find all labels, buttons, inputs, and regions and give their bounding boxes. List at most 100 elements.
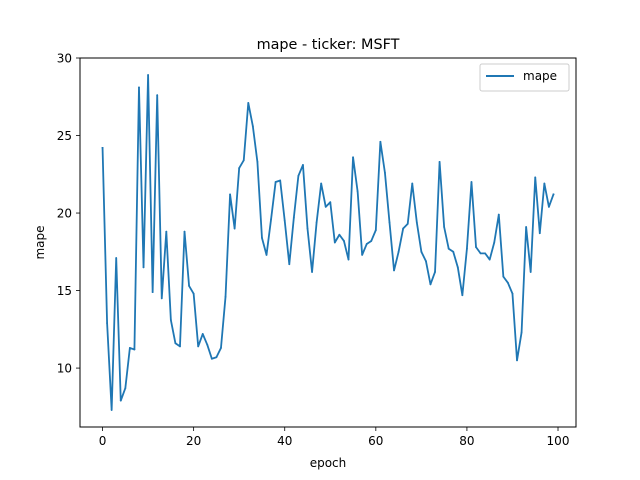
plot-area: 0 20 40 60 80 100 10 15 20 25 30 bbox=[57, 52, 577, 448]
data-point bbox=[493, 241, 496, 244]
data-point bbox=[538, 232, 541, 235]
data-point bbox=[502, 275, 505, 278]
data-point bbox=[315, 221, 318, 224]
data-point bbox=[420, 250, 423, 253]
data-point bbox=[288, 263, 291, 266]
data-point bbox=[507, 281, 509, 284]
data-point bbox=[516, 359, 518, 362]
series-layer bbox=[101, 74, 555, 411]
chart-title: mape - ticker: MSFT bbox=[257, 37, 400, 53]
data-point bbox=[443, 226, 446, 228]
data-point bbox=[306, 227, 309, 230]
y-tick-label: 30 bbox=[57, 52, 72, 66]
data-point bbox=[179, 345, 181, 348]
y-tick-label: 20 bbox=[57, 207, 72, 221]
data-point bbox=[470, 181, 473, 183]
y-tick-label: 10 bbox=[57, 362, 72, 376]
data-point bbox=[356, 190, 359, 193]
data-point bbox=[475, 246, 477, 249]
x-tick-label: 40 bbox=[277, 434, 292, 448]
data-point bbox=[233, 227, 236, 230]
data-point bbox=[543, 182, 546, 185]
data-point bbox=[133, 348, 136, 351]
data-point bbox=[256, 160, 259, 163]
data-point bbox=[174, 342, 177, 345]
data-point bbox=[238, 167, 241, 169]
data-point bbox=[324, 205, 327, 208]
x-tick-label: 80 bbox=[459, 434, 474, 448]
data-point bbox=[338, 233, 341, 236]
data-point bbox=[438, 160, 441, 163]
data-point bbox=[128, 347, 131, 349]
data-point bbox=[124, 387, 127, 390]
data-point bbox=[274, 181, 277, 183]
data-point bbox=[292, 216, 295, 219]
data-point bbox=[297, 174, 300, 177]
data-point bbox=[447, 247, 450, 250]
data-point bbox=[302, 164, 304, 166]
x-tick-label: 60 bbox=[368, 434, 383, 448]
plot-frame bbox=[79, 57, 577, 428]
data-point bbox=[497, 213, 500, 216]
data-point bbox=[261, 236, 263, 239]
data-point bbox=[119, 399, 122, 402]
data-point bbox=[156, 94, 159, 97]
x-axis-ticks: 0 20 40 60 80 100 bbox=[99, 427, 570, 448]
data-point bbox=[247, 102, 250, 104]
data-point bbox=[210, 357, 213, 360]
legend-frame bbox=[479, 63, 570, 92]
x-tick-label: 0 bbox=[99, 434, 107, 448]
data-point bbox=[434, 271, 436, 273]
data-point bbox=[406, 222, 409, 225]
data-point bbox=[192, 292, 195, 295]
data-point bbox=[415, 221, 418, 224]
data-point bbox=[511, 292, 514, 295]
data-point bbox=[429, 283, 432, 286]
series-line-mape bbox=[101, 74, 555, 411]
y-tick-label: 25 bbox=[57, 129, 72, 143]
data-point bbox=[206, 343, 209, 346]
data-point bbox=[215, 356, 218, 359]
data-point bbox=[347, 258, 350, 261]
data-point bbox=[393, 269, 395, 272]
data-point bbox=[329, 201, 332, 204]
data-point bbox=[220, 347, 222, 349]
data-point bbox=[361, 254, 364, 256]
data-point bbox=[397, 250, 400, 253]
data-point bbox=[525, 226, 528, 228]
x-tick-label: 100 bbox=[547, 434, 570, 448]
data-point bbox=[115, 257, 118, 259]
data-point bbox=[520, 331, 523, 334]
x-tick-label: 20 bbox=[186, 434, 201, 448]
data-point bbox=[160, 297, 163, 300]
data-point bbox=[201, 333, 204, 335]
data-point bbox=[311, 271, 313, 273]
data-point bbox=[110, 409, 113, 411]
data-point bbox=[488, 258, 491, 261]
data-point bbox=[333, 241, 336, 244]
data-point bbox=[379, 140, 382, 143]
data-point bbox=[343, 240, 345, 242]
data-point bbox=[229, 193, 231, 196]
data-point bbox=[461, 294, 464, 297]
data-point bbox=[374, 229, 377, 232]
data-point bbox=[251, 125, 254, 128]
data-point bbox=[142, 266, 145, 269]
data-point bbox=[402, 227, 405, 230]
data-point bbox=[188, 285, 190, 287]
data-point bbox=[106, 322, 108, 325]
data-point bbox=[452, 250, 455, 253]
data-point bbox=[534, 176, 537, 179]
data-point bbox=[548, 205, 550, 208]
data-point bbox=[411, 182, 414, 185]
data-point bbox=[270, 218, 272, 221]
data-point bbox=[384, 171, 386, 174]
data-point bbox=[425, 260, 427, 263]
data-point bbox=[456, 266, 459, 269]
legend: mape bbox=[479, 63, 570, 92]
y-axis-ticks: 10 15 20 25 30 bbox=[57, 52, 80, 376]
y-tick-label: 15 bbox=[57, 284, 72, 298]
data-point bbox=[484, 252, 487, 255]
